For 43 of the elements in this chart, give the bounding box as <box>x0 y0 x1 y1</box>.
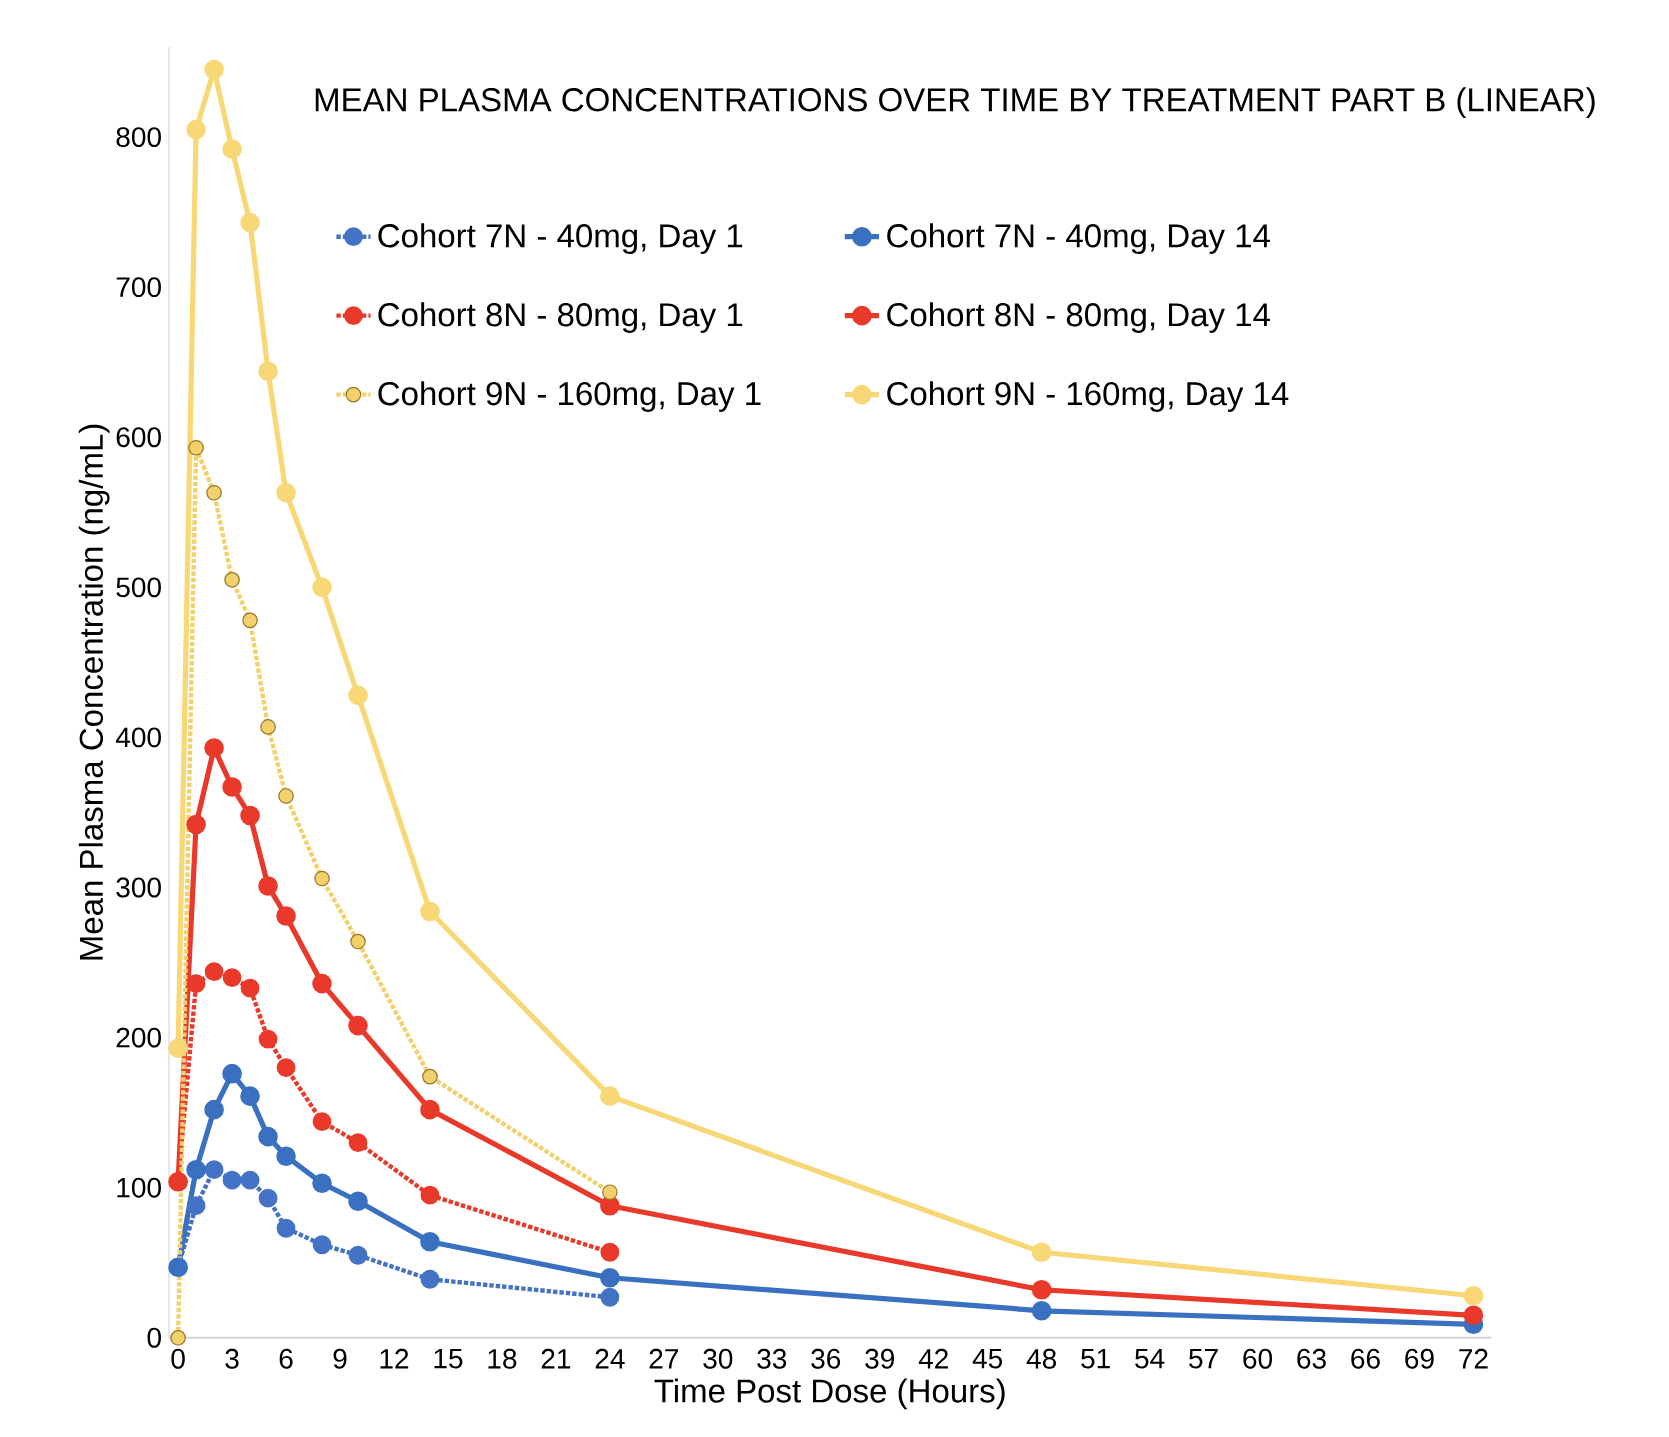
legend-label: Cohort 8N - 80mg, Day 14 <box>887 302 1270 334</box>
x-tick-label: 45 <box>972 1348 1003 1369</box>
x-tick-label: 54 <box>1135 1348 1165 1369</box>
x-tick-label: 36 <box>811 1348 841 1369</box>
legend-label: Cohort 9N - 160mg, Day 1 <box>378 381 761 412</box>
x-tick-label: 33 <box>757 1348 787 1369</box>
x-tick-label: 60 <box>1243 1348 1273 1369</box>
legend-label: Cohort 7N - 40mg, Day 1 <box>378 223 743 255</box>
x-tick-label: 69 <box>1405 1348 1434 1369</box>
x-tick-label: 3 <box>225 1348 239 1369</box>
y-tick-label: 800 <box>116 127 161 148</box>
y-tick-label: 100 <box>117 1177 161 1198</box>
x-tick-label: 27 <box>649 1348 679 1369</box>
x-tick-label: 0 <box>171 1348 185 1369</box>
x-tick-label: 66 <box>1351 1348 1380 1369</box>
x-tick-label: 57 <box>1189 1348 1218 1369</box>
x-tick-label: 12 <box>380 1348 409 1369</box>
legend-label: Cohort 8N - 80mg, Day 1 <box>378 302 743 334</box>
x-tick-label: 39 <box>865 1348 894 1369</box>
legend-label: Cohort 7N - 40mg, Day 14 <box>887 223 1270 255</box>
x-tick-label: 63 <box>1297 1348 1326 1369</box>
x-tick-label: 24 <box>595 1348 625 1369</box>
y-tick-label: 200 <box>116 1027 161 1048</box>
y-tick-label: 300 <box>116 877 161 898</box>
y-axis-title: Mean Plasma Concentration (ng/mL) <box>78 424 110 960</box>
x-tick-label: 18 <box>488 1348 517 1369</box>
x-axis-title: Time Post Dose (Hours) <box>654 1378 1005 1410</box>
y-tick-label: 600 <box>116 427 161 448</box>
legend-label: Cohort 9N - 160mg, Day 14 <box>887 381 1289 412</box>
x-tick-label: 15 <box>434 1348 463 1369</box>
x-tick-label: 51 <box>1081 1348 1110 1369</box>
y-tick-label: 400 <box>115 727 161 748</box>
x-tick-label: 72 <box>1459 1348 1488 1369</box>
y-tick-label: 700 <box>116 277 161 298</box>
x-tick-label: 6 <box>279 1348 293 1369</box>
x-tick-label: 9 <box>333 1348 347 1369</box>
y-tick-label: 0 <box>147 1327 161 1348</box>
text: MEAN PLASMA CONCENTRATIONS OVER TIME BY TREATMENT PART B (LINEAR) <box>315 87 1595 119</box>
x-tick-label: 30 <box>703 1348 733 1369</box>
x-tick-label: 48 <box>1026 1348 1057 1369</box>
y-tick-label: 500 <box>116 577 161 598</box>
x-tick-label: 42 <box>918 1348 948 1369</box>
x-tick-label: 21 <box>541 1348 571 1369</box>
